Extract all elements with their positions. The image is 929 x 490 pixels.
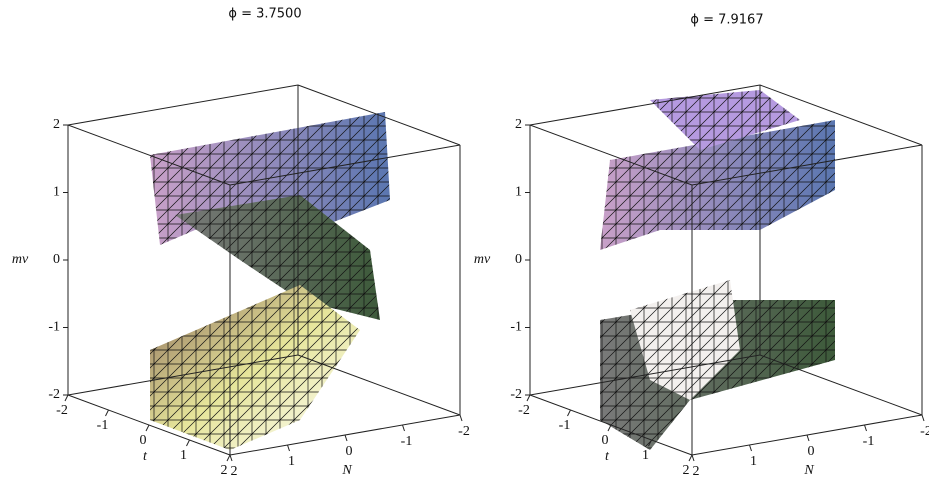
z-tick-label: 0 bbox=[515, 252, 522, 267]
y-axis-label: N bbox=[803, 463, 814, 478]
x-axis-label: t bbox=[143, 449, 148, 464]
x-tick-label: 2 bbox=[683, 463, 690, 478]
y-tick bbox=[865, 425, 867, 431]
y-tick bbox=[230, 455, 232, 461]
chart-title: ϕ = 7.9167 bbox=[690, 13, 763, 28]
z-tick-label: 1 bbox=[515, 185, 522, 200]
y-tick-label: -1 bbox=[863, 434, 875, 449]
surface-right bbox=[600, 90, 835, 450]
y-tick-label: 0 bbox=[808, 444, 815, 459]
x-tick-label: 0 bbox=[140, 433, 147, 448]
chart-title: ϕ = 3.7500 bbox=[228, 7, 301, 22]
z-tick-label: 2 bbox=[515, 117, 522, 132]
z-axis-label: mv bbox=[12, 252, 29, 267]
y-tick bbox=[692, 455, 694, 461]
x-axis-label: t bbox=[605, 449, 610, 464]
x-tick-label: -1 bbox=[97, 418, 109, 433]
x-tick bbox=[689, 455, 692, 461]
y-tick-label: -1 bbox=[401, 434, 413, 449]
z-axis-label: mv bbox=[474, 252, 491, 267]
x-tick bbox=[227, 455, 230, 461]
y-tick-label: 2 bbox=[693, 464, 700, 479]
y-tick bbox=[807, 435, 809, 441]
z-tick-label: -1 bbox=[510, 320, 522, 335]
y-tick-label: 2 bbox=[231, 464, 238, 479]
z-tick-label: -2 bbox=[510, 387, 522, 402]
x-tick bbox=[187, 440, 190, 446]
z-tick-label: 0 bbox=[53, 252, 60, 267]
y-tick-label: -2 bbox=[920, 424, 929, 439]
box-edge bbox=[68, 85, 298, 125]
y-tick bbox=[345, 435, 347, 441]
x-tick bbox=[568, 410, 571, 416]
z-tick-label: 2 bbox=[53, 117, 60, 132]
x-tick bbox=[106, 410, 109, 416]
z-tick-label: 1 bbox=[53, 185, 60, 200]
x-tick bbox=[65, 395, 68, 401]
x-tick-label: 1 bbox=[180, 448, 187, 463]
x-tick-label: -2 bbox=[56, 403, 68, 418]
y-tick bbox=[288, 445, 290, 451]
x-tick-label: 1 bbox=[642, 448, 649, 463]
y-axis-label: N bbox=[341, 463, 352, 478]
z-tick-label: -2 bbox=[48, 387, 60, 402]
y-tick bbox=[750, 445, 752, 451]
x-tick-label: 0 bbox=[602, 433, 609, 448]
y-tick-label: -2 bbox=[458, 424, 470, 439]
y-tick bbox=[403, 425, 405, 431]
y-tick-label: 1 bbox=[288, 454, 295, 469]
y-tick bbox=[922, 415, 924, 421]
z-tick-label: -1 bbox=[48, 320, 60, 335]
y-tick-label: 0 bbox=[346, 444, 353, 459]
box-edge bbox=[760, 355, 922, 415]
x-tick bbox=[527, 395, 530, 401]
surface-left bbox=[150, 112, 390, 450]
x-tick-label: -1 bbox=[559, 418, 571, 433]
x-tick-label: 2 bbox=[221, 463, 228, 478]
y-tick bbox=[460, 415, 462, 421]
y-tick-label: 1 bbox=[750, 454, 757, 469]
x-tick bbox=[608, 425, 611, 431]
chart: ϕ = 3.7500 -2 -1 0 1 2 -2 -1 0 1 2 -2 -1 0 1 2 mv t Nϕ = 7… bbox=[0, 0, 929, 490]
x-tick bbox=[146, 425, 149, 431]
x-tick-label: -2 bbox=[518, 403, 530, 418]
